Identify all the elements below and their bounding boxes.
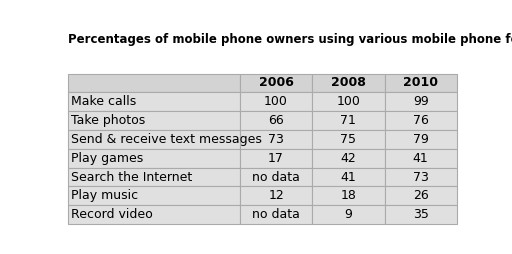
Bar bbox=[240, 130, 312, 149]
Text: 99: 99 bbox=[413, 95, 429, 108]
Bar bbox=[240, 168, 312, 186]
Text: no data: no data bbox=[252, 170, 300, 184]
Bar bbox=[385, 168, 457, 186]
Bar bbox=[312, 73, 385, 92]
Text: 76: 76 bbox=[413, 114, 429, 127]
Text: Send & receive text messages: Send & receive text messages bbox=[71, 133, 262, 146]
Text: 2008: 2008 bbox=[331, 76, 366, 89]
Text: 18: 18 bbox=[340, 189, 356, 202]
Text: 73: 73 bbox=[268, 133, 284, 146]
Text: 17: 17 bbox=[268, 152, 284, 165]
Text: 2006: 2006 bbox=[259, 76, 293, 89]
Bar bbox=[385, 149, 457, 168]
Text: 66: 66 bbox=[268, 114, 284, 127]
Bar bbox=[312, 130, 385, 149]
Bar bbox=[385, 205, 457, 224]
Text: 9: 9 bbox=[345, 208, 352, 221]
Bar bbox=[68, 149, 240, 168]
Bar bbox=[68, 205, 240, 224]
Text: 100: 100 bbox=[336, 95, 360, 108]
Text: Search the Internet: Search the Internet bbox=[71, 170, 193, 184]
Bar bbox=[240, 92, 312, 111]
Bar bbox=[68, 92, 240, 111]
Bar bbox=[385, 73, 457, 92]
Text: no data: no data bbox=[252, 208, 300, 221]
Bar bbox=[385, 111, 457, 130]
Text: Make calls: Make calls bbox=[71, 95, 136, 108]
Bar bbox=[312, 92, 385, 111]
Text: 41: 41 bbox=[340, 170, 356, 184]
Text: 41: 41 bbox=[413, 152, 429, 165]
Bar bbox=[240, 205, 312, 224]
Bar bbox=[68, 111, 240, 130]
Text: Record video: Record video bbox=[71, 208, 153, 221]
Text: Play games: Play games bbox=[71, 152, 143, 165]
Text: 42: 42 bbox=[340, 152, 356, 165]
Bar bbox=[385, 130, 457, 149]
Text: 2010: 2010 bbox=[403, 76, 438, 89]
Bar bbox=[68, 130, 240, 149]
Text: Play music: Play music bbox=[71, 189, 138, 202]
Bar bbox=[385, 92, 457, 111]
Bar bbox=[312, 111, 385, 130]
Bar bbox=[312, 205, 385, 224]
Bar bbox=[240, 111, 312, 130]
Text: Percentages of mobile phone owners using various mobile phone features: Percentages of mobile phone owners using… bbox=[68, 34, 512, 46]
Text: Take photos: Take photos bbox=[71, 114, 145, 127]
Bar bbox=[68, 168, 240, 186]
Text: 79: 79 bbox=[413, 133, 429, 146]
Bar bbox=[240, 73, 312, 92]
Bar bbox=[68, 73, 240, 92]
Text: 73: 73 bbox=[413, 170, 429, 184]
Bar bbox=[312, 168, 385, 186]
Text: 71: 71 bbox=[340, 114, 356, 127]
Bar bbox=[312, 149, 385, 168]
Text: 100: 100 bbox=[264, 95, 288, 108]
Text: 12: 12 bbox=[268, 189, 284, 202]
Bar bbox=[385, 186, 457, 205]
Text: 35: 35 bbox=[413, 208, 429, 221]
Text: 26: 26 bbox=[413, 189, 429, 202]
Bar bbox=[312, 186, 385, 205]
Text: 75: 75 bbox=[340, 133, 356, 146]
Bar bbox=[240, 186, 312, 205]
Bar bbox=[68, 186, 240, 205]
Bar bbox=[240, 149, 312, 168]
